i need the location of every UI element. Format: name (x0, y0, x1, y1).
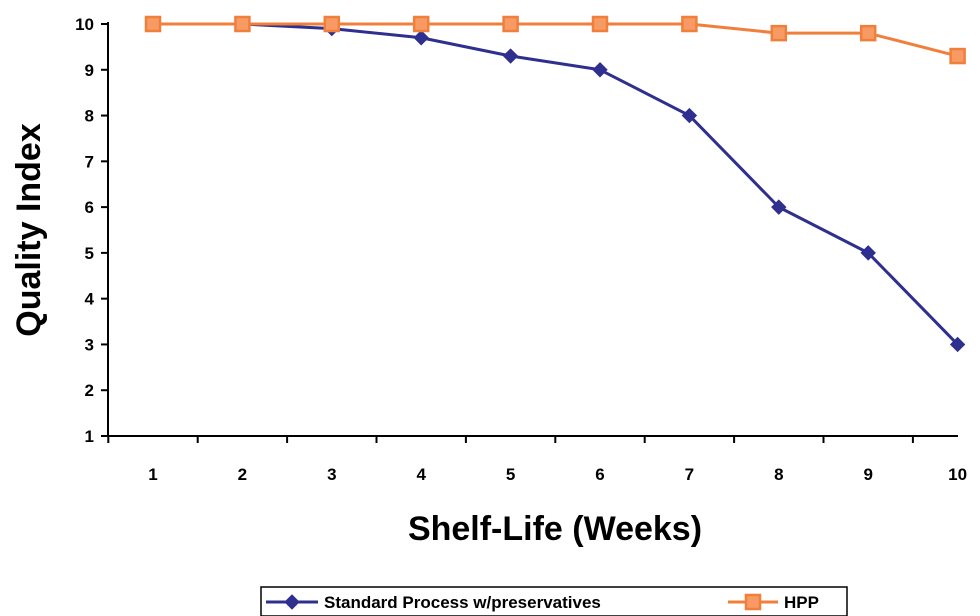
y-tick-label: 4 (85, 290, 95, 309)
legend-label: HPP (784, 593, 819, 612)
legend-swatch-marker (744, 593, 762, 611)
x-tick-label: 2 (238, 465, 247, 484)
y-tick-label: 8 (85, 107, 94, 126)
x-tick-label: 8 (774, 465, 783, 484)
data-point (681, 15, 698, 33)
y-axis-title: Quality Index (10, 123, 48, 337)
data-point (681, 107, 698, 124)
data-point (949, 47, 966, 65)
y-tick-label: 2 (85, 381, 94, 400)
x-tick-label: 9 (863, 465, 872, 484)
x-tick-label: 10 (948, 465, 967, 484)
legend-item-1: Standard Process w/preservatives (266, 593, 601, 612)
axes: 1 2 3 4 5 6 7 8 9 10 1 2 3 4 5 6 7 8 9 10 (75, 15, 967, 484)
y-tick-label: 6 (85, 198, 94, 217)
data-point (591, 15, 609, 33)
legend-items: Standard Process w/preservatives HPP (266, 593, 819, 612)
data-point (323, 15, 341, 33)
data-point (412, 15, 430, 33)
data-point (413, 30, 429, 46)
data-point (144, 15, 162, 33)
legend-swatch-marker (284, 594, 300, 610)
y-tick-label: 10 (75, 15, 94, 34)
y-tick-label: 5 (85, 244, 94, 263)
legend-item-2: HPP (728, 593, 819, 612)
y-tick-label: 7 (85, 152, 94, 171)
series-1 (145, 16, 966, 353)
x-tick-label: 5 (506, 465, 515, 484)
x-tick-label: 3 (327, 465, 336, 484)
data-point (502, 15, 519, 33)
data-point (234, 15, 251, 33)
data-point (770, 24, 788, 42)
data-point (949, 336, 966, 353)
series-line (153, 22, 958, 58)
x-axis-title: Shelf-Life (Weeks) (408, 510, 702, 548)
x-tick-label: 6 (595, 465, 604, 484)
x-tick-label: 1 (148, 465, 157, 484)
legend: Standard Process w/preservatives HPP (260, 586, 848, 616)
y-ticks: 1 2 3 4 5 6 7 8 9 10 (75, 15, 108, 446)
data-point (592, 62, 608, 78)
legend-label: Standard Process w/preservatives (324, 593, 601, 612)
series-line (153, 22, 959, 346)
data-point (502, 48, 519, 64)
x-tick-label: 4 (416, 465, 426, 484)
data-point (859, 24, 877, 42)
data-point (771, 199, 787, 215)
series-2 (144, 15, 966, 65)
y-tick-label: 9 (85, 61, 94, 80)
y-tick-label: 3 (85, 335, 94, 354)
x-tick-label: 7 (685, 465, 694, 484)
series-layer (144, 15, 966, 353)
x-ticks: 1 2 3 4 5 6 7 8 9 10 (107, 436, 967, 484)
y-tick-label: 1 (85, 427, 94, 446)
data-point (860, 245, 876, 261)
